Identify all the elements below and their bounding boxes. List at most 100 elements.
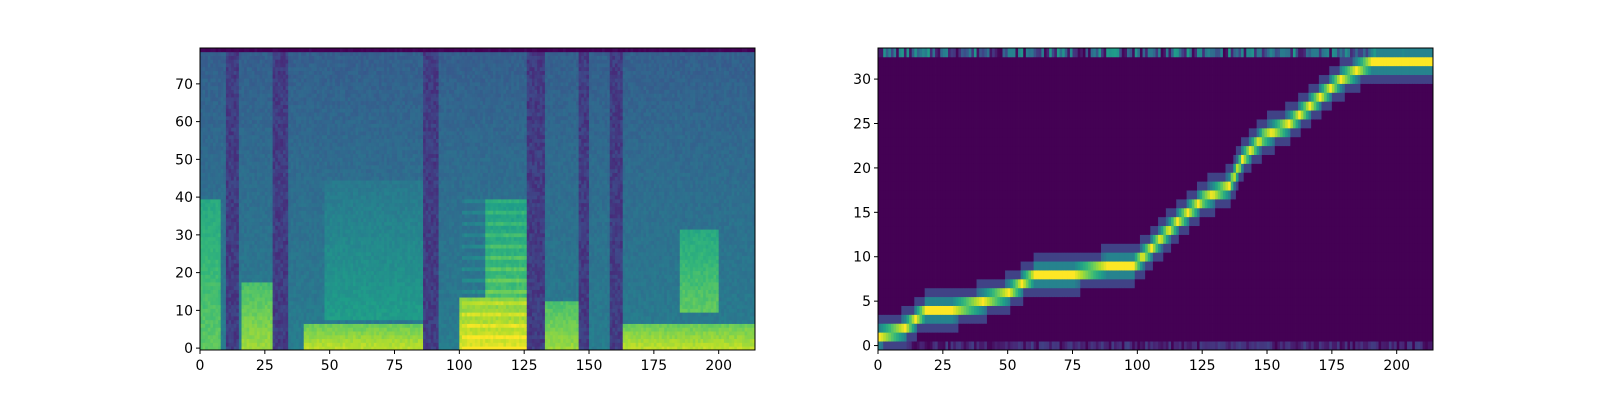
heatmap-cell bbox=[356, 282, 359, 286]
heatmap-cell bbox=[293, 142, 296, 146]
heatmap-cell bbox=[319, 335, 322, 339]
heatmap-cell bbox=[273, 263, 276, 267]
heatmap-cell bbox=[213, 135, 216, 139]
heatmap-cell bbox=[296, 59, 299, 63]
heatmap-cell bbox=[353, 237, 356, 241]
heatmap-cell bbox=[216, 48, 219, 52]
heatmap-cell bbox=[234, 225, 237, 229]
heatmap-cell bbox=[299, 335, 302, 339]
heatmap-cell bbox=[205, 271, 208, 275]
heatmap-cell bbox=[267, 297, 270, 301]
heatmap-cell bbox=[205, 275, 208, 279]
heatmap-cell bbox=[312, 150, 315, 154]
heatmap-cell bbox=[213, 120, 216, 124]
heatmap-cell bbox=[205, 112, 208, 116]
heatmap-cell bbox=[260, 173, 263, 177]
heatmap-cell bbox=[322, 275, 325, 279]
heatmap-cell bbox=[213, 244, 216, 248]
heatmap-cell bbox=[208, 188, 211, 192]
heatmap-cell bbox=[262, 188, 265, 192]
heatmap-cell bbox=[306, 327, 309, 331]
heatmap-cell bbox=[350, 93, 353, 97]
heatmap-cell bbox=[299, 184, 302, 188]
heatmap-cell bbox=[205, 233, 208, 237]
heatmap-cell bbox=[319, 52, 322, 56]
heatmap-cell bbox=[293, 290, 296, 294]
heatmap-cell bbox=[244, 271, 247, 275]
heatmap-cell bbox=[208, 90, 211, 94]
heatmap-cell bbox=[218, 142, 221, 146]
heatmap-cell bbox=[332, 248, 335, 252]
heatmap-cell bbox=[267, 169, 270, 173]
heatmap-cell bbox=[267, 259, 270, 263]
heatmap-cell bbox=[348, 157, 351, 161]
heatmap-cell bbox=[265, 267, 268, 271]
heatmap-cell bbox=[337, 293, 340, 297]
heatmap-cell bbox=[350, 218, 353, 222]
heatmap-cell bbox=[236, 316, 239, 320]
heatmap-cell bbox=[301, 169, 304, 173]
heatmap-cell bbox=[337, 203, 340, 207]
heatmap-cell bbox=[291, 124, 294, 128]
heatmap-cell bbox=[286, 191, 289, 195]
heatmap-cell bbox=[324, 324, 327, 328]
heatmap-cell bbox=[280, 150, 283, 154]
heatmap-cell bbox=[317, 207, 320, 211]
heatmap-cell bbox=[343, 131, 346, 135]
heatmap-cell bbox=[254, 305, 257, 309]
heatmap-cell bbox=[309, 339, 312, 343]
heatmap-cell bbox=[330, 108, 333, 112]
heatmap-cell bbox=[319, 327, 322, 331]
heatmap-cell bbox=[296, 97, 299, 101]
heatmap-cell bbox=[286, 214, 289, 218]
heatmap-cell bbox=[205, 308, 208, 312]
heatmap-cell bbox=[254, 48, 257, 52]
heatmap-cell bbox=[236, 308, 239, 312]
heatmap-cell bbox=[319, 263, 322, 267]
heatmap-cell bbox=[337, 105, 340, 109]
heatmap-cell bbox=[324, 142, 327, 146]
heatmap-cell bbox=[314, 108, 317, 112]
heatmap-cell bbox=[353, 290, 356, 294]
heatmap-cell bbox=[301, 191, 304, 195]
heatmap-cell bbox=[335, 63, 338, 67]
heatmap-cell bbox=[239, 105, 242, 109]
heatmap-cell bbox=[242, 120, 245, 124]
heatmap-cell bbox=[314, 233, 317, 237]
heatmap-cell bbox=[275, 157, 278, 161]
heatmap-cell bbox=[205, 218, 208, 222]
heatmap-cell bbox=[356, 139, 359, 143]
heatmap-cell bbox=[205, 267, 208, 271]
heatmap-cell bbox=[301, 301, 304, 305]
heatmap-cell bbox=[239, 56, 242, 60]
heatmap-cell bbox=[324, 199, 327, 203]
heatmap-cell bbox=[296, 241, 299, 245]
heatmap-cell bbox=[280, 335, 283, 339]
heatmap-cell bbox=[242, 225, 245, 229]
heatmap-cell bbox=[231, 210, 234, 214]
heatmap-cell bbox=[353, 71, 356, 75]
heatmap-cell bbox=[291, 184, 294, 188]
heatmap-cell bbox=[244, 252, 247, 256]
heatmap-cell bbox=[252, 293, 255, 297]
heatmap-cell bbox=[358, 225, 361, 229]
heatmap-cell bbox=[262, 327, 265, 331]
heatmap-cell bbox=[283, 256, 286, 260]
heatmap-cell bbox=[330, 275, 333, 279]
heatmap-cell bbox=[293, 108, 296, 112]
heatmap-cell bbox=[226, 188, 229, 192]
heatmap-cell bbox=[265, 71, 268, 75]
heatmap-cell bbox=[314, 142, 317, 146]
heatmap-cell bbox=[299, 263, 302, 267]
heatmap-cell bbox=[216, 312, 219, 316]
heatmap-cell bbox=[306, 184, 309, 188]
heatmap-cell bbox=[293, 244, 296, 248]
heatmap-cell bbox=[319, 222, 322, 226]
heatmap-cell bbox=[262, 116, 265, 120]
heatmap-cell bbox=[252, 290, 255, 294]
heatmap-cell bbox=[203, 327, 206, 331]
heatmap-cell bbox=[319, 101, 322, 105]
heatmap-cell bbox=[247, 105, 250, 109]
heatmap-cell bbox=[291, 173, 294, 177]
heatmap-cell bbox=[257, 293, 260, 297]
